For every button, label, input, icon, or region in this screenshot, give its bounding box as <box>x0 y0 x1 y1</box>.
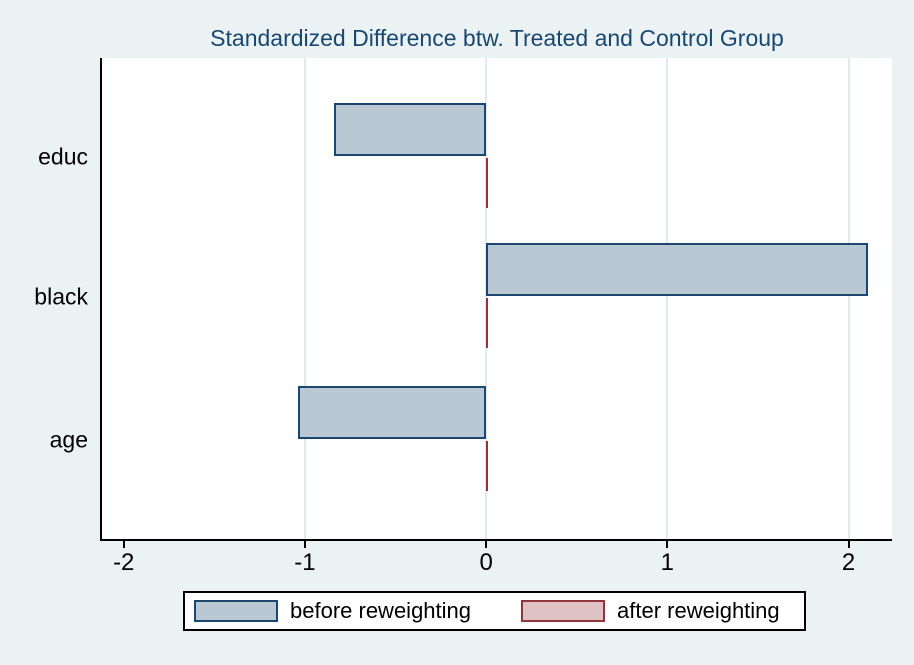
category-label-black: black <box>34 283 88 310</box>
legend-label-after: after reweighting <box>617 598 780 623</box>
bar-after-black <box>486 298 489 349</box>
legend-swatch-after <box>521 600 605 622</box>
legend-box: before reweighting after reweighting <box>183 591 806 631</box>
x-tick-label-2: 2 <box>841 549 856 576</box>
plot-area <box>100 58 892 541</box>
x-tick--2 <box>122 541 125 548</box>
x-tick-label--2: -2 <box>113 549 135 576</box>
x-tick-label--1: -1 <box>294 549 316 576</box>
legend-item-before: before reweighting <box>194 593 471 629</box>
x-tick-0 <box>485 541 488 548</box>
x-tick-label-1: 1 <box>660 549 674 576</box>
x-tick-2 <box>847 541 850 548</box>
legend-label-before: before reweighting <box>290 598 472 623</box>
bar-before-black <box>486 243 869 297</box>
bar-before-educ <box>333 103 487 157</box>
category-label-educ: educ <box>38 143 88 170</box>
legend-swatch-before <box>194 600 278 622</box>
gridline-x-1 <box>666 58 669 539</box>
category-label-age: age <box>49 426 88 453</box>
x-tick--1 <box>303 541 306 548</box>
bar-after-educ <box>486 158 489 209</box>
x-tick-label-0: 0 <box>479 549 493 576</box>
chart-title: Standardized Difference btw. Treated and… <box>210 25 784 51</box>
x-tick-1 <box>666 541 669 548</box>
legend-item-after: after reweighting <box>521 593 780 629</box>
bar-after-age <box>486 440 489 491</box>
bar-before-age <box>297 385 487 439</box>
gridline-x-2 <box>847 58 850 539</box>
gridline-x--1 <box>303 58 306 539</box>
